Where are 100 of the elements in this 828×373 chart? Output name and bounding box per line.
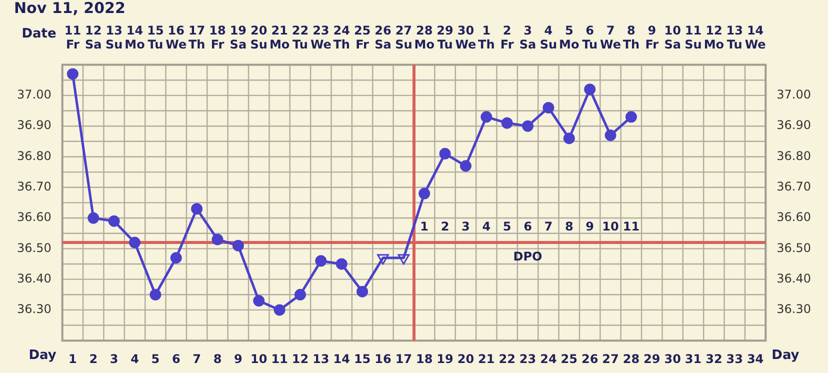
x-tick-label: 22 [498,352,516,366]
x-tick-label: 30 [664,352,681,366]
x2-tick-label: 4 Su [540,23,558,52]
x2-tick-label: 11 Su [684,23,702,52]
x2-tick-label: 20 Su [250,23,268,52]
x2-tick-label: 15 Tu [147,23,164,52]
x2-tick-label: 5 Mo [559,23,580,52]
x2-tick-label: 30 We [455,23,476,52]
x-tick-label: 28 [622,352,640,366]
x-tick-label: 7 [192,352,201,366]
annotation: 7 [544,220,553,234]
y2-tick-label: 36.60 [776,210,812,224]
x2-tick-label: 2 Fr [500,23,514,52]
x2-tick-label: 14 We [744,23,766,52]
x-tick-label: 11 [271,352,288,366]
x-tick-label: 3 [110,352,118,366]
x-tick-label: 20 [457,352,474,366]
y-tick-label: 37.00 [16,88,52,102]
y-tick-label: 36.30 [16,302,52,316]
y-tick-label: 36.50 [16,240,52,255]
x-tick-label: 24 [540,352,557,366]
chart-title: Nov 11, 2022 [14,0,126,17]
annotation: 9 [586,220,594,234]
x2-tick-label: 10 Sa [664,23,681,52]
x-tick-label: 4 [130,352,139,366]
x2-tick-label: 9 Fr [645,23,659,52]
text: Day [772,348,800,364]
y-tick-label: 36.80 [16,148,52,163]
x-tick-label: 27 [602,352,619,366]
annotation: 8 [564,220,574,234]
x-tick-label: 25 [560,352,578,366]
x2-tick-label: 16 We [166,23,187,52]
annotation: 2 [440,220,450,234]
x2-tick-label: 8 Th [622,23,640,52]
x2-tick-label: 29 Tu [436,23,454,52]
x-tick-label: 10 [250,352,268,366]
y2-tick-label: 36.70 [776,180,812,194]
x2-tick-label: 23 We [310,23,332,52]
x-tick-label: 26 [581,352,598,366]
y2-tick-label: 36.50 [776,240,812,255]
x2-tick-label: 1 Th [478,23,495,52]
annotation: 3 [462,220,470,234]
x-tick-label: 16 [374,352,392,366]
x2-tick-label: 17 Th [188,23,206,52]
y-tick-label: 36.60 [16,210,52,224]
x2-tick-label: 13 Su [105,23,123,52]
annotation: 4 [482,220,491,234]
x-tick-label: 13 [312,352,330,366]
x-tick-label: 32 [706,352,722,366]
annotation: 6 [524,220,532,234]
x2-tick-label: 6 Tu [582,23,598,52]
y2-tick-label: 36.90 [776,118,812,132]
x-tick-label: 14 [333,352,350,366]
x2-tick-label: 21 Mo [269,23,290,52]
x-tick-label: 9 [234,352,242,366]
x2-tick-label: 7 We [600,23,621,52]
x-tick-label: 31 [684,352,702,366]
x2-tick-label: 22 Tu [292,23,309,52]
x-tick-label: 33 [726,352,743,366]
x-tick-label: 8 [213,352,222,366]
x2-axis-title: Date [22,26,57,42]
x-tick-label: 12 [292,352,309,366]
x2-tick-label: 14 Mo [124,23,145,52]
annotation: DPO [513,250,542,264]
annotation: 1 [420,220,429,234]
x2-tick-label: 13 Tu [726,23,743,52]
x2-tick-label: 11 Fr [64,23,82,52]
y2-tick-label: 37.00 [776,88,812,102]
y2-tick-label: 36.40 [776,271,812,286]
x2-tick-label: 12 Sa [85,23,102,52]
x-tick-label: 23 [519,352,536,366]
x-tick-label: 17 [395,352,412,366]
x2-tick-label: 25 Fr [354,23,371,52]
annotation: 5 [502,220,512,234]
x2-tick-label: 19 Sa [230,23,247,52]
x-tick-label: 19 [436,352,454,366]
x-tick-label: 5 [151,352,160,366]
x-tick-label: 18 [416,352,433,366]
x-tick-label: 29 [644,352,660,366]
y-tick-label: 36.90 [16,118,52,132]
x-tick-label: 34 [746,352,764,366]
x2-tick-label: 12 Mo [704,23,724,52]
y-tick-label: 36.70 [16,180,52,194]
x2-tick-label: 26 Sa [374,23,392,52]
x-tick-label: 2 [89,352,98,366]
x-tick-label: 15 [354,352,371,366]
x2-tick-label: 18 Fr [209,23,226,52]
x-axis-title: Day [28,348,57,364]
x-tick-label: 6 [172,352,180,366]
y-tick-label: 36.40 [16,271,52,286]
x2-tick-label: 28 Mo [414,23,434,52]
annotation: 11 [622,220,640,234]
x-tick-label: 21 [478,352,495,366]
annotation: 10 [602,220,619,234]
x-tick-label: 1 [68,352,77,366]
y2-tick-label: 36.80 [776,148,812,163]
x2-tick-label: 3 Sa [519,23,536,52]
x2-tick-label: 24 Th [333,23,350,52]
y2-tick-label: 36.30 [776,302,812,316]
x2-tick-label: 27 Su [395,23,412,52]
